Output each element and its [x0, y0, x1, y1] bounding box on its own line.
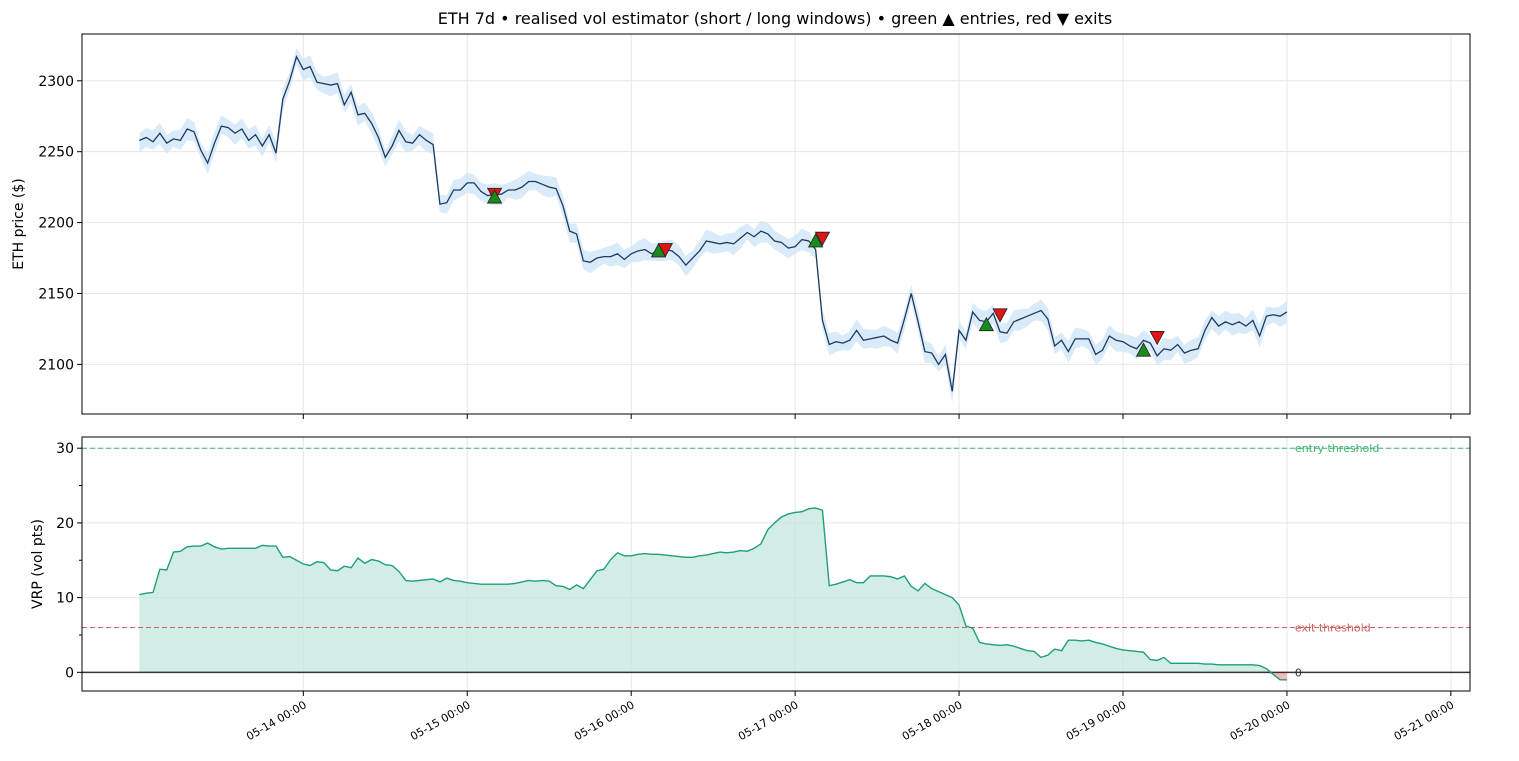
- price-ytick-label-4: 2300: [38, 74, 74, 90]
- vrp-line: [139, 507, 1287, 681]
- x-tick-label-7: 05-21 00:00: [1392, 698, 1457, 743]
- price-band-group: [139, 48, 1287, 403]
- vrp-panel-border: [81, 436, 1471, 692]
- entry-marker-3: [978, 316, 995, 332]
- entry-marker-1: [650, 243, 667, 258]
- exit-threshold-label: exit threshold: [1295, 622, 1371, 635]
- price-y-ticks: 2100 2150 2200 2250 2300: [38, 74, 82, 373]
- chart-title: ETH 7d • realised vol estimator (short /…: [438, 9, 1112, 28]
- entry-marker-4: [1135, 342, 1152, 357]
- price-ytick-label-3: 2250: [38, 145, 74, 161]
- price-ytick-label-2: 2200: [38, 216, 74, 232]
- price-panel-border: [81, 33, 1471, 415]
- entry-marker-2: [807, 233, 824, 248]
- vrp-x-ticks: 05-14 00:00 05-15 00:00 05-16 00:00 05-17 0…: [244, 691, 1456, 743]
- x-tick-label-5: 05-19 00:00: [1064, 698, 1129, 743]
- x-tick-label-1: 05-15 00:00: [408, 698, 473, 743]
- vrp-ytick-label-2: 20: [56, 516, 74, 532]
- x-tick-label-2: 05-16 00:00: [572, 698, 637, 743]
- vrp-ytick-label-3: 30: [56, 441, 74, 457]
- vrp-line-group: [139, 507, 1287, 681]
- vrp-ylabel: VRP (vol pts): [30, 519, 46, 609]
- price-gridlines: [82, 34, 1470, 414]
- exit-marker-4: [1149, 331, 1165, 346]
- price-panel: 2100 2150 2200 2250 2300 ETH price ($): [11, 33, 1471, 419]
- x-tick-label-6: 05-20 00:00: [1228, 698, 1293, 743]
- price-x-ticks: [302, 414, 1452, 419]
- price-ylabel: ETH price ($): [11, 178, 27, 270]
- exit-marker-2: [814, 231, 831, 247]
- price-line: [139, 54, 1288, 392]
- vrp-ytick-label-1: 10: [56, 591, 74, 607]
- vrp-positive-fill: [139, 507, 1287, 673]
- exit-marker-3: [992, 308, 1008, 323]
- x-tick-label-4: 05-18 00:00: [900, 698, 965, 743]
- entry-marker-0: [486, 189, 503, 204]
- price-ytick-label-1: 2150: [38, 286, 74, 302]
- vrp-reference-lines: entry threshold exit threshold 0: [82, 442, 1470, 679]
- price-band: [139, 48, 1287, 403]
- zero-label: 0: [1295, 666, 1302, 679]
- price-ytick-label-0: 2100: [38, 357, 74, 373]
- price-panel-frame: [82, 34, 1470, 414]
- trade-markers: [486, 187, 1165, 357]
- x-tick-label-3: 05-17 00:00: [736, 698, 801, 743]
- vrp-fill-group: [139, 507, 1287, 680]
- price-line-group: [139, 54, 1288, 392]
- entry-threshold-label: entry threshold: [1295, 442, 1379, 455]
- x-tick-label-0: 05-14 00:00: [244, 698, 309, 743]
- vrp-ytick-label-0: 0: [65, 665, 74, 681]
- vrp-y-ticks: 0 10 20 30: [56, 441, 82, 681]
- vrp-panel: entry threshold exit threshold 0 0 10 20 30 0…: [30, 436, 1471, 743]
